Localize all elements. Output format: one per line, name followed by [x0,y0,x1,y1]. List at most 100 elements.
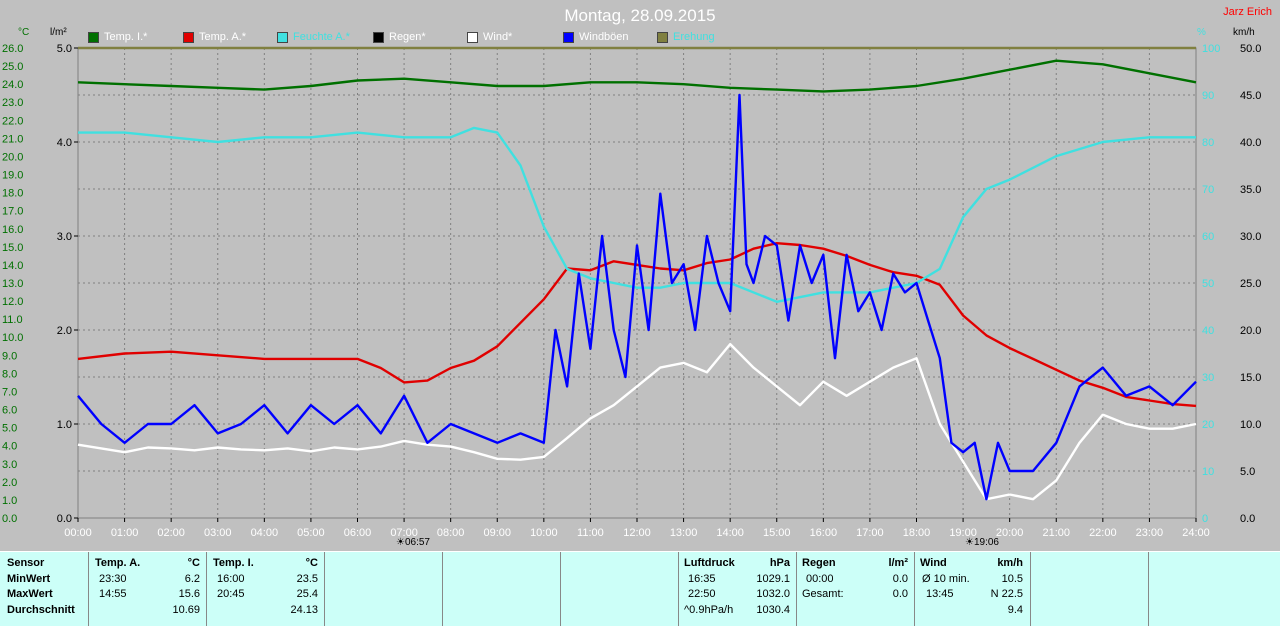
stats-value: 6.2 [184,572,200,585]
hum-tick-label: 20 [1202,419,1214,431]
x-tick-label: 12:00 [623,527,651,539]
x-tick-label: 10:00 [530,527,558,539]
series-line [77,241,1197,408]
temp-tick-label: 6.0 [2,405,17,417]
temp-tick-label: 18.0 [2,188,23,200]
x-tick-label: 19:00 [949,527,977,539]
temp-tick-label: 21.0 [2,133,23,145]
temp-tick-label: 11.0 [2,314,23,326]
temp-tick-label: 7.0 [2,386,17,398]
hum-tick-label: 80 [1202,137,1214,149]
stats-value: 9.4 [1007,603,1023,616]
sunrise-marker: ☀06:57 [396,537,430,548]
wind-tick-label: 50.0 [1240,43,1261,55]
legend-item: Temp. I.* [88,31,147,43]
stats-wind-title: Wind [920,557,947,569]
legend-label: Windböen [579,31,629,43]
temp-unit: °C [18,27,30,38]
temp-tick-label: 12.0 [2,296,23,308]
time-axis: 00:00 01:00 02:00 03:00 04:00 05:00 06:00 07:00… [64,518,1210,539]
x-tick-label: 23:00 [1136,527,1164,539]
sunset-marker: ☀19:06 [965,537,999,548]
stats-time: 14:55 [99,588,127,600]
rain-tick-label: 3.0 [57,231,72,243]
legend-label: Temp. I.* [104,31,148,43]
stats-temp-i-unit: °C [305,557,318,569]
x-tick-label: 22:00 [1089,527,1117,539]
series-group [77,46,1197,501]
x-tick-label: 16:00 [810,527,838,539]
sunset-time: 19:06 [973,537,999,548]
temp-tick-label: 17.0 [2,206,23,218]
stats-value: 15.6 [178,588,200,600]
hum-wind-axes: 0 10 20 30 40 50 60 70 80 90 100 0.0 5.0 10.0 15.0 20.0… [1202,43,1261,525]
legend-item: Wind* [467,31,512,43]
stats-value: 23.5 [296,572,318,585]
x-tick-label: 11:00 [577,527,604,539]
x-tick-label: 07:00 [390,527,418,539]
series-line [77,59,1197,93]
stats-time: 16:35 [688,572,716,585]
x-tick-label: 06:00 [344,527,372,539]
stats-time: 20:45 [217,588,245,600]
stats-value: N 22.5 [990,588,1023,600]
rain-tick-label: 2.0 [57,325,72,337]
legend-item: Windböen [563,31,629,43]
temp-tick-label: 23.0 [2,97,23,109]
stats-rain: Regen l/m² 00:00 0.0 Gesamt: 0.0 [802,556,908,603]
temp-tick-label: 9.0 [2,350,17,362]
temp-tick-label: 25.0 [2,61,23,73]
stats-time [920,603,1008,619]
divider [88,552,89,626]
wind-unit: km/h [1233,27,1255,38]
x-tick-label: 14:00 [716,527,744,539]
stats-time: ^0.9hPa/h [684,603,734,616]
divider [1148,552,1149,626]
stats-value: 0.0 [892,588,908,600]
temp-tick-label: 0.0 [2,513,17,525]
stats-value: 25.4 [296,588,318,600]
temp-tick-label: 10.0 [2,332,23,344]
legend-label: Wind* [483,31,513,43]
temp-tick-label: 8.0 [2,368,17,380]
divider [206,552,207,626]
hum-tick-label: 100 [1202,43,1220,55]
stats-wind: Wind km/h Ø 10 min. 10.5 13:45 N 22.5 9.4 [920,556,1023,618]
wind-tick-label: 35.0 [1240,184,1261,196]
divider [560,552,561,626]
divider [442,552,443,626]
legend-label: Regen* [389,31,426,43]
stats-time [213,603,290,619]
divider [1030,552,1031,626]
temp-tick-label: 24.0 [2,79,23,91]
stats-value: 1032.0 [756,588,790,600]
stats-value: 0.0 [892,572,908,585]
divider [324,552,325,626]
legend-swatch [657,31,668,43]
stats-sensor: Sensor MinWert MaxWert Durchschnitt [7,556,87,618]
legend-swatch [183,31,194,43]
legend-label: Temp. A.* [199,31,247,43]
x-tick-label: 20:00 [996,527,1024,539]
rain-tick-label: 0.0 [57,513,72,525]
wind-tick-label: 40.0 [1240,137,1261,149]
hum-tick-label: 70 [1202,184,1214,196]
temp-tick-label: 22.0 [2,115,23,127]
stats-row-label: Durchschnitt [7,603,75,616]
wind-tick-label: 30.0 [1240,231,1261,243]
temp-tick-label: 19.0 [2,170,23,182]
legend-item: Temp. A.* [183,31,246,43]
stats-time: 22:50 [688,588,716,600]
sun-icon: ☀ [965,537,974,548]
stats-wind-unit: km/h [997,557,1023,569]
stats-pressure: Luftdruck hPa 16:35 1029.1 22:50 1032.0 ^0.… [684,556,790,618]
rain-unit: l/m² [50,27,67,38]
x-tick-label: 21:00 [1042,527,1070,539]
hum-tick-label: 90 [1202,90,1214,102]
stats-time [95,603,172,619]
legend-label: Erehung [673,31,715,43]
wind-tick-label: 15.0 [1240,372,1261,384]
legend-swatch [373,31,384,43]
stats-panel: Sensor MinWert MaxWert Durchschnitt Temp… [0,551,1280,626]
x-tick-label: 09:00 [483,527,511,539]
